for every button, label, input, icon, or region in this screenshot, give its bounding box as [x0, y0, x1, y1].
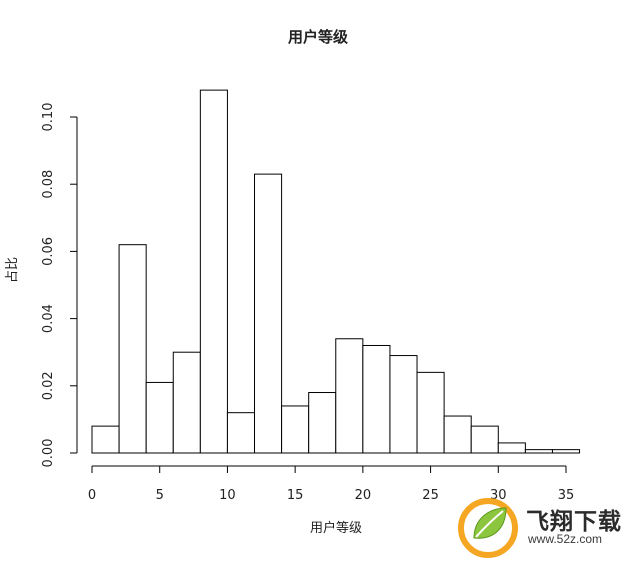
y-tick-label: 0.02 [41, 371, 56, 400]
histogram-bar [91, 425, 120, 454]
histogram-bar [497, 442, 526, 454]
histogram-bar [172, 351, 201, 454]
x-tick-label: 0 [88, 488, 96, 503]
histogram-bar [524, 449, 553, 454]
leaf-logo-icon [458, 498, 518, 558]
watermark-brand: 飞翔下载 [526, 509, 622, 535]
x-tick-label: 35 [558, 488, 575, 503]
y-axis-label: 占比 [5, 257, 20, 283]
chart-title: 用户等级 [288, 28, 349, 46]
histogram-bar [199, 89, 228, 454]
x-tick-label: 15 [287, 488, 304, 503]
x-tick-label: 25 [422, 488, 439, 503]
histogram-bar [145, 381, 174, 454]
x-tick-label: 20 [355, 488, 372, 503]
watermark: 飞翔下载 www.52z.com [452, 494, 638, 558]
histogram-bar [308, 392, 337, 454]
histogram-bar [335, 338, 364, 454]
histogram-bar [362, 344, 391, 454]
histogram-bar [254, 173, 283, 454]
y-tick-label: 0.06 [41, 237, 56, 266]
histogram-bar [470, 425, 499, 454]
watermark-url: www.52z.com [528, 532, 603, 546]
y-tick-label: 0.04 [41, 304, 56, 333]
x-tick-label: 10 [219, 488, 236, 503]
x-tick-label: 5 [156, 488, 164, 503]
histogram-bar [416, 371, 445, 454]
y-axis: 0.00 0.02 0.04 0.06 0.08 0.10 [41, 103, 78, 468]
histogram-bar [226, 412, 256, 454]
y-tick-label: 0.00 [41, 439, 56, 468]
y-tick-label: 0.10 [41, 103, 56, 132]
histogram-bar [551, 449, 581, 454]
y-tick-label: 0.08 [41, 170, 56, 199]
histogram-bar [281, 405, 310, 454]
histogram-bar [443, 415, 472, 454]
histogram-bars [91, 89, 581, 454]
histogram-bar [389, 355, 418, 454]
x-axis-label: 用户等级 [310, 520, 362, 536]
histogram-bar [118, 244, 147, 454]
